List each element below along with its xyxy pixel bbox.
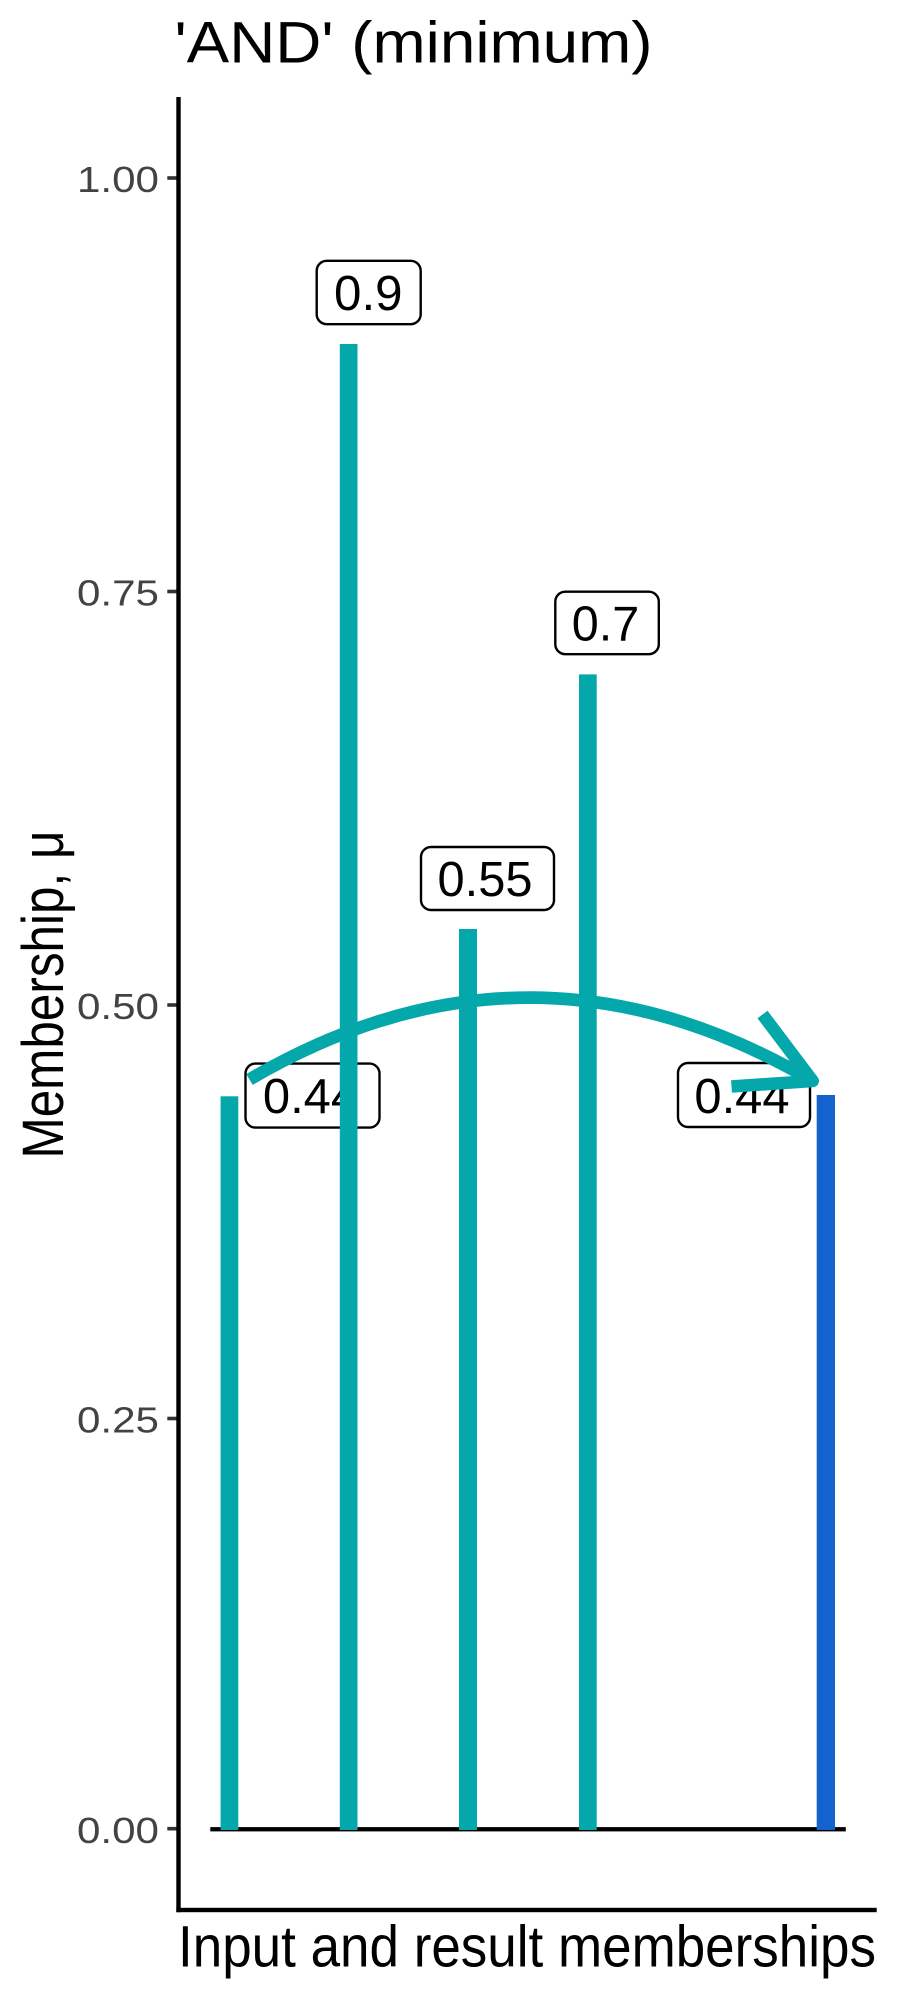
svg-text:0.00: 0.00 bbox=[77, 1810, 159, 1851]
svg-text:'AND' (minimum): 'AND' (minimum) bbox=[175, 11, 653, 76]
svg-text:0.55: 0.55 bbox=[438, 852, 533, 907]
svg-text:1.00: 1.00 bbox=[77, 159, 159, 200]
svg-text:0.25: 0.25 bbox=[77, 1400, 159, 1441]
svg-text:Input and result memberships: Input and result memberships bbox=[178, 1915, 876, 1980]
svg-text:0.75: 0.75 bbox=[77, 573, 159, 614]
svg-text:0.7: 0.7 bbox=[572, 596, 640, 651]
svg-text:0.9: 0.9 bbox=[334, 266, 403, 321]
svg-text:0.50: 0.50 bbox=[77, 986, 159, 1027]
svg-text:Membership, μ: Membership, μ bbox=[11, 831, 76, 1159]
